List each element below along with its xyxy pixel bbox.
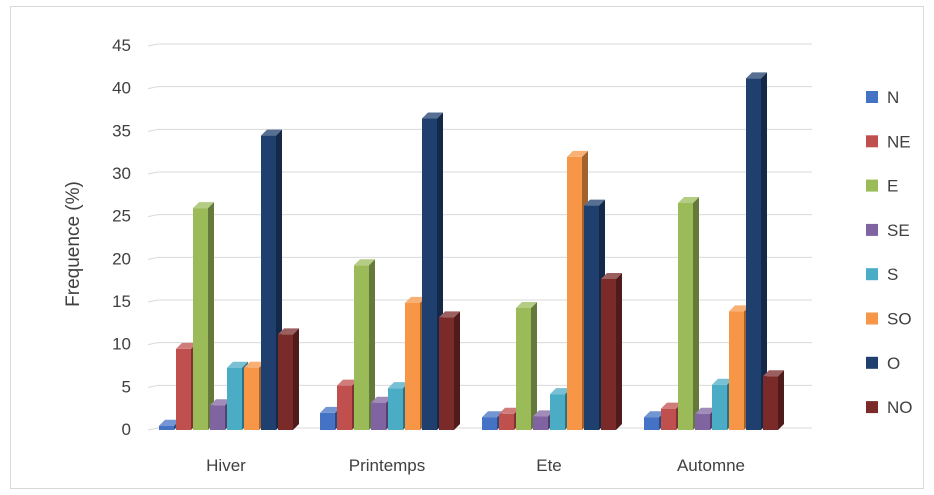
y-tick-label: 25 (112, 207, 131, 226)
bar-o-hiver (261, 129, 282, 430)
x-tick-label: Printemps (349, 456, 426, 475)
bar-no-hiver (278, 328, 299, 430)
legend-swatch (866, 91, 878, 103)
y-tick-label: 30 (112, 164, 131, 183)
legend: N NE E SE S SO O NO (866, 88, 913, 417)
x-axis-ticks: Hiver Printemps Ete Automne (206, 456, 745, 475)
legend-swatch (866, 223, 878, 236)
x-tick-label: Automne (677, 456, 745, 475)
y-tick-label: 35 (112, 121, 131, 140)
y-axis-ticks: 0 5 10 15 20 25 30 35 40 45 (112, 36, 131, 439)
legend-item-ne: NE (866, 132, 911, 151)
legend-item-e: E (866, 177, 898, 196)
bar-no-printemps (439, 311, 460, 430)
bar-e-automne (678, 197, 699, 430)
legend-swatch (866, 268, 878, 281)
legend-item-o: O (866, 354, 900, 373)
legend-swatch (866, 401, 878, 414)
legend-label: O (887, 354, 900, 373)
y-tick-label: 0 (122, 420, 131, 439)
y-tick-label: 20 (112, 249, 131, 268)
bar-e-ete (516, 301, 537, 430)
legend-swatch (866, 179, 878, 192)
legend-item-so: SO (866, 310, 912, 329)
legend-item-s: S (866, 265, 898, 284)
gridline (147, 128, 812, 132)
y-tick-label: 15 (112, 292, 131, 311)
y-tick-label: 45 (112, 36, 131, 55)
legend-item-n: N (866, 88, 899, 107)
legend-label: E (887, 177, 898, 196)
legend-label: N (887, 88, 899, 107)
gridline (147, 342, 812, 346)
bar-e-printemps (354, 259, 375, 430)
x-tick-label: Ete (536, 456, 562, 475)
legend-label: SE (887, 221, 910, 240)
y-tick-label: 5 (122, 377, 131, 396)
legend-swatch (866, 135, 878, 148)
gridline (147, 171, 812, 175)
legend-label: NO (887, 398, 913, 417)
bar-no-automne (763, 370, 784, 430)
bar-e-hiver (193, 202, 214, 430)
bars (159, 72, 784, 431)
legend-label: NE (887, 132, 911, 151)
y-axis-label: Frequence (%) (63, 181, 84, 307)
gridline (147, 86, 812, 90)
legend-item-no: NO (866, 398, 913, 417)
legend-label: S (887, 265, 898, 284)
bar-o-automne (746, 72, 767, 430)
gridline (147, 299, 812, 303)
y-tick-label: 10 (112, 335, 131, 354)
legend-swatch (866, 312, 878, 325)
gridline (147, 256, 812, 260)
bar-se-printemps (371, 396, 392, 430)
bar-no-ete (601, 272, 622, 430)
legend-item-se: SE (866, 221, 910, 240)
x-tick-label: Hiver (206, 456, 246, 475)
legend-swatch (866, 356, 878, 369)
gridline (147, 43, 812, 47)
gridline (147, 214, 812, 218)
y-tick-label: 40 (112, 79, 131, 98)
legend-label: SO (887, 310, 912, 329)
